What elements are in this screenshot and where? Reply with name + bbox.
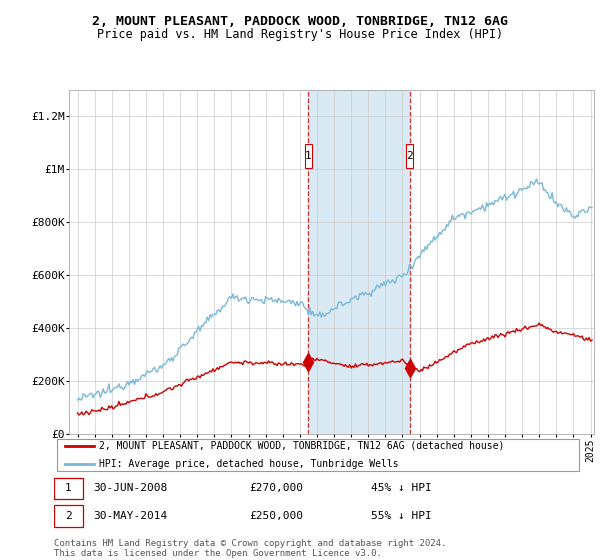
FancyBboxPatch shape [56, 438, 580, 472]
Text: Price paid vs. HM Land Registry's House Price Index (HPI): Price paid vs. HM Land Registry's House … [97, 28, 503, 41]
Text: 2: 2 [406, 151, 413, 161]
Text: 45% ↓ HPI: 45% ↓ HPI [371, 483, 431, 493]
FancyBboxPatch shape [305, 144, 312, 168]
Text: 55% ↓ HPI: 55% ↓ HPI [371, 511, 431, 521]
Text: 1: 1 [65, 483, 71, 493]
Text: Contains HM Land Registry data © Crown copyright and database right 2024.
This d: Contains HM Land Registry data © Crown c… [54, 539, 446, 558]
FancyBboxPatch shape [54, 478, 83, 499]
Text: 30-JUN-2008: 30-JUN-2008 [94, 483, 168, 493]
Text: 2, MOUNT PLEASANT, PADDOCK WOOD, TONBRIDGE, TN12 6AG (detached house): 2, MOUNT PLEASANT, PADDOCK WOOD, TONBRID… [99, 441, 504, 451]
Text: 30-MAY-2014: 30-MAY-2014 [94, 511, 168, 521]
Text: 2, MOUNT PLEASANT, PADDOCK WOOD, TONBRIDGE, TN12 6AG: 2, MOUNT PLEASANT, PADDOCK WOOD, TONBRID… [92, 15, 508, 28]
Text: £250,000: £250,000 [250, 511, 304, 521]
Text: £270,000: £270,000 [250, 483, 304, 493]
FancyBboxPatch shape [406, 144, 413, 168]
Text: 1: 1 [305, 151, 312, 161]
Text: 2: 2 [65, 511, 71, 521]
Text: HPI: Average price, detached house, Tunbridge Wells: HPI: Average price, detached house, Tunb… [99, 459, 398, 469]
FancyBboxPatch shape [54, 505, 83, 526]
Bar [308, 90, 410, 434]
